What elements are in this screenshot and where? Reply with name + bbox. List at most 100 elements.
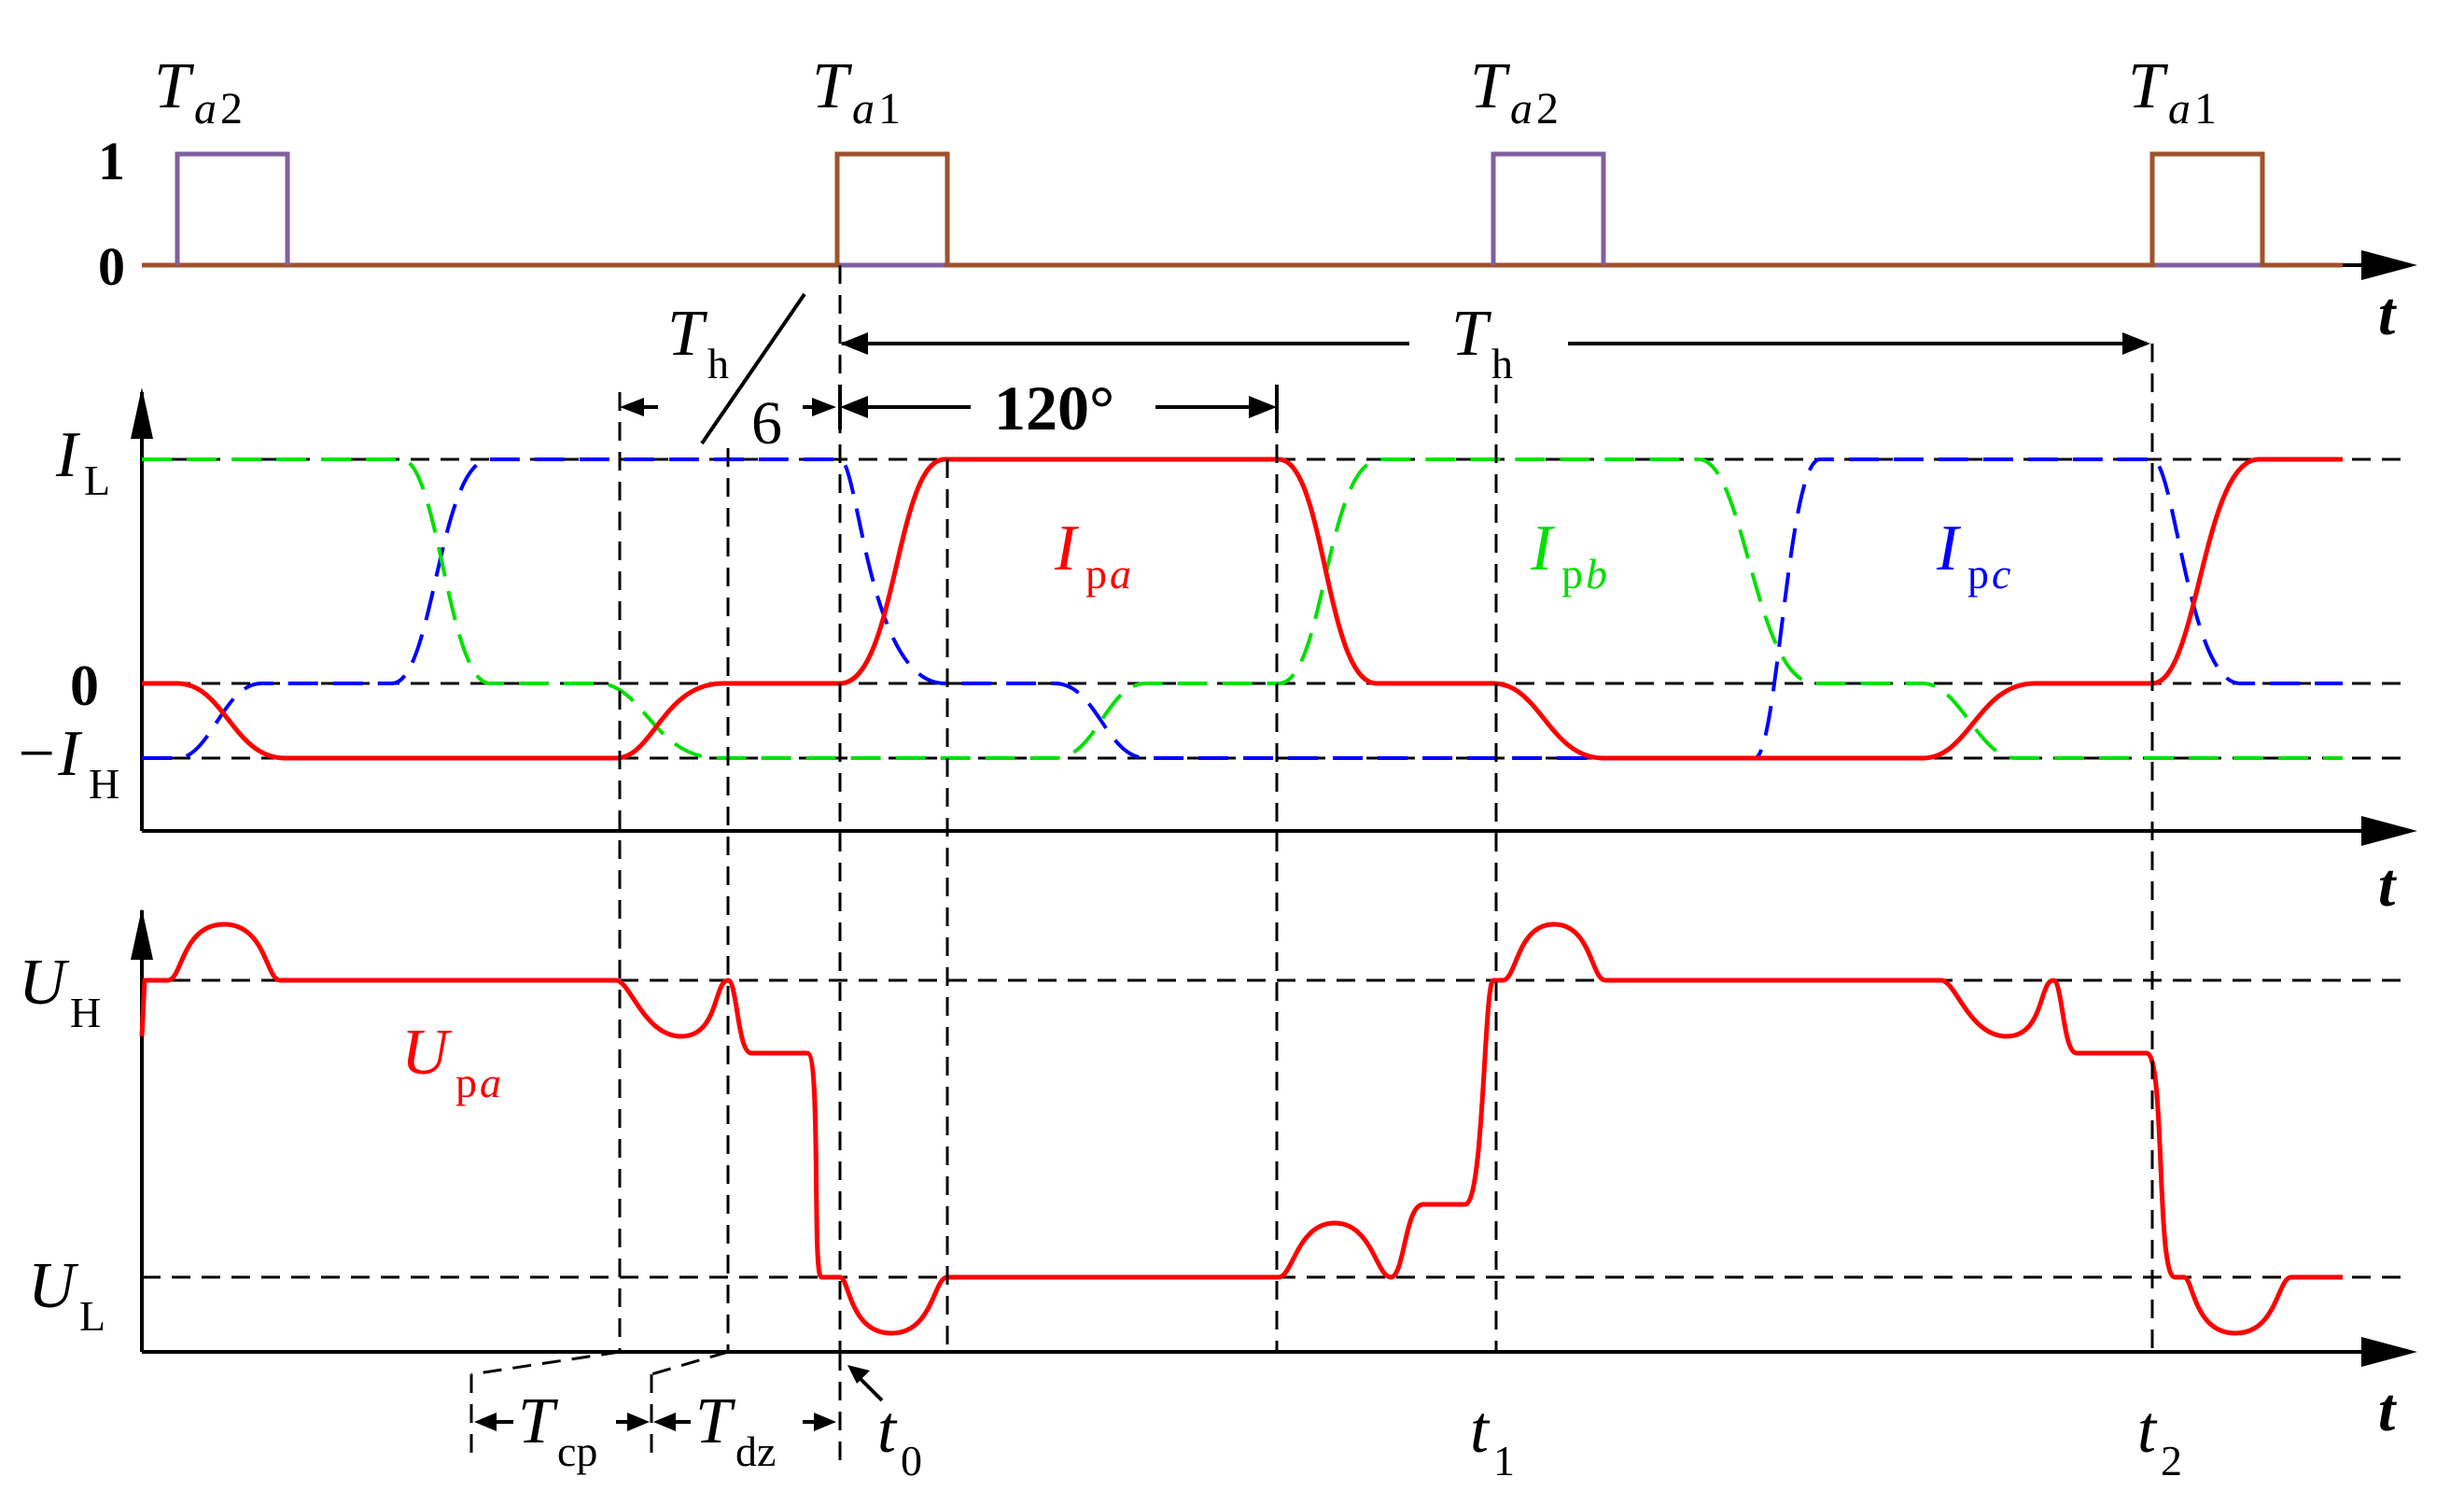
svg-text:a: a — [1110, 550, 1131, 598]
svg-text:c: c — [1992, 550, 2010, 598]
svg-text:p: p — [1967, 550, 1989, 598]
t0-pointer-head — [847, 1365, 870, 1384]
tdz-arrowhead-right — [814, 1413, 836, 1431]
svg-text:6: 6 — [751, 389, 782, 457]
current-panel: I L 0 −I H I p a I p b I p c t — [14, 387, 2417, 920]
svg-text:p: p — [1561, 550, 1583, 598]
t0-label: t 0 — [877, 1392, 922, 1484]
pulse-label-1: T a 2 — [154, 50, 243, 134]
current-axis-arrow — [2361, 816, 2417, 846]
svg-text:dz: dz — [735, 1428, 776, 1475]
period-arrowhead-right — [2122, 332, 2150, 355]
svg-text:2: 2 — [220, 84, 243, 134]
ipb-label: I p b — [1530, 513, 1607, 598]
pulse-level-one: 1 — [98, 131, 125, 191]
svg-text:h: h — [707, 340, 729, 387]
il-label: I L — [55, 419, 110, 504]
ul-label: U L — [28, 1250, 105, 1340]
svg-text:H: H — [89, 760, 119, 808]
svg-text:cp: cp — [557, 1428, 597, 1475]
svg-text:1: 1 — [2194, 84, 2217, 134]
svg-text:U: U — [401, 1017, 453, 1089]
svg-text:I: I — [1054, 513, 1080, 584]
sixth-arrowhead-right — [812, 398, 836, 416]
t1-label: t 1 — [1470, 1392, 1515, 1484]
pulse-axis-arrow — [2361, 250, 2417, 280]
angle-arrowhead-right — [1249, 396, 1277, 418]
svg-text:U: U — [28, 1250, 79, 1322]
voltage-y-arrow — [131, 908, 153, 960]
period-annotations: T h T h 6 120° — [620, 292, 2150, 457]
vertical-guides — [469, 265, 2154, 1461]
svg-text:2: 2 — [2161, 1437, 2182, 1484]
tcp-label: T cp — [518, 1386, 597, 1475]
svg-text:T: T — [518, 1386, 559, 1457]
svg-text:I: I — [1936, 513, 1962, 584]
svg-text:a: a — [852, 84, 875, 134]
svg-text:p: p — [1085, 550, 1107, 598]
svg-text:a: a — [1510, 84, 1533, 134]
proj-tcp-left — [470, 1350, 621, 1376]
svg-text:I: I — [1530, 513, 1556, 584]
current-zero-label: 0 — [70, 654, 99, 718]
ipc-label: I p c — [1936, 513, 2010, 598]
ih-label: −I H — [14, 718, 119, 808]
pulse-panel: 1 0 T a 2 T a 1 T a 2 T a 1 t — [98, 50, 2417, 348]
fraction-slash — [700, 292, 806, 445]
voltage-time-label: t — [2378, 1376, 2397, 1444]
angle-arrowhead-left — [840, 396, 868, 418]
svg-text:h: h — [1491, 340, 1513, 387]
sixth-period-label: T h 6 — [667, 292, 806, 457]
pulse-ta1-1 — [834, 151, 950, 265]
proj-tcp-right — [651, 1350, 729, 1376]
pulse-ta2-1 — [175, 151, 290, 265]
svg-text:2: 2 — [1536, 84, 1559, 134]
svg-text:t: t — [877, 1392, 898, 1467]
pulse-ta1-2 — [2149, 151, 2265, 265]
svg-text:a: a — [194, 84, 217, 134]
upa-label: U p a — [401, 1017, 501, 1106]
svg-text:p: p — [455, 1059, 477, 1106]
svg-text:L: L — [84, 457, 110, 504]
uh-label: U H — [19, 947, 101, 1036]
svg-text:L: L — [79, 1292, 105, 1340]
svg-text:1: 1 — [878, 84, 901, 134]
pulse-time-label: t — [2378, 280, 2397, 348]
pulse-label-2: T a 1 — [812, 50, 901, 134]
svg-text:T: T — [667, 298, 708, 370]
t2-label: t 2 — [2137, 1392, 2182, 1484]
svg-text:b: b — [1586, 550, 1607, 598]
svg-text:U: U — [19, 947, 70, 1019]
current-y-arrow — [131, 387, 153, 439]
svg-text:I: I — [55, 419, 81, 491]
svg-text:1: 1 — [1493, 1437, 1515, 1484]
svg-text:T: T — [695, 1386, 736, 1457]
voltage-panel: U H U L U p a t — [19, 908, 2417, 1444]
voltage-axis-arrow — [2361, 1337, 2417, 1367]
sixth-arrowhead-left — [620, 398, 644, 416]
current-phase-b — [142, 457, 2343, 760]
current-phase-a — [142, 457, 2343, 761]
svg-text:t: t — [1470, 1392, 1491, 1467]
angle-label: 120° — [994, 373, 1114, 443]
voltage-phase-a — [139, 921, 2343, 1336]
svg-text:T: T — [1451, 298, 1492, 370]
tcp-arrowhead-right — [627, 1413, 650, 1431]
current-phase-c — [142, 457, 2343, 760]
svg-text:T: T — [812, 50, 853, 122]
svg-text:T: T — [154, 50, 195, 122]
svg-text:a: a — [480, 1059, 501, 1106]
svg-text:H: H — [70, 989, 101, 1036]
svg-text:0: 0 — [901, 1437, 922, 1484]
bottom-labels: T cp T dz t 0 t 1 t 2 — [518, 1386, 2182, 1484]
period-arrowhead-left — [840, 332, 868, 355]
svg-text:T: T — [2128, 50, 2169, 122]
pulse-ta2-2 — [1491, 151, 1606, 265]
period-label: T h — [1451, 298, 1513, 387]
bottom-duration-arrows — [474, 1365, 884, 1431]
pulse-label-3: T a 2 — [1470, 50, 1559, 134]
svg-text:−I: −I — [14, 718, 83, 790]
svg-text:T: T — [1470, 50, 1511, 122]
pulse-label-4: T a 1 — [2128, 50, 2217, 134]
